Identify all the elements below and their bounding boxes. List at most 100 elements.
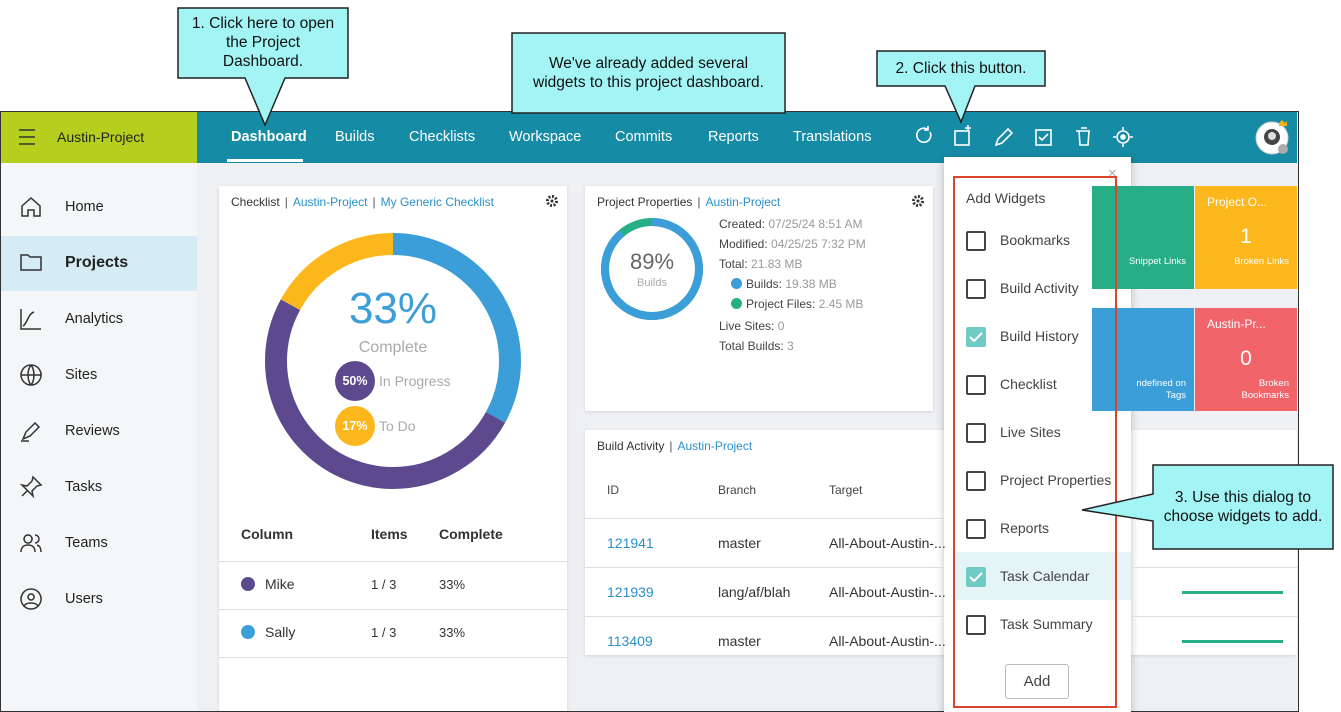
checkbox[interactable]: [966, 519, 986, 539]
widget-option[interactable]: Build History: [1000, 328, 1079, 344]
icon-shape: [21, 421, 41, 442]
check-path: [969, 572, 983, 583]
nav-item[interactable]: Workspace: [509, 129, 582, 145]
sidebar-item[interactable]: Analytics: [65, 311, 124, 327]
edit-icon[interactable]: [994, 127, 1014, 147]
table-header: Complete: [439, 526, 503, 542]
tile-label: Broken Bookmarks: [1241, 378, 1289, 401]
row-name: Mike: [265, 576, 295, 592]
build-id[interactable]: 121941: [607, 535, 654, 551]
checklist-icon[interactable]: [1035, 129, 1052, 146]
row-name: Sally: [265, 624, 296, 640]
nav-item[interactable]: Reports: [708, 129, 759, 145]
property-line: Created: 07/25/24 8:51 AM: [719, 217, 862, 231]
nav-item[interactable]: Commits: [615, 129, 673, 145]
callout-line: Dashboard.: [222, 53, 304, 70]
tile-title: Project O...: [1207, 195, 1268, 209]
callout-3: [876, 50, 1046, 124]
callout-line: 1. Click here to open: [191, 15, 335, 32]
add-widget-icon[interactable]: [954, 125, 971, 146]
checklist-link[interactable]: My Generic Checklist: [380, 195, 495, 209]
nav-item[interactable]: Checklists: [409, 129, 476, 145]
nav-item[interactable]: Dashboard: [231, 129, 307, 145]
gear-hub: [916, 199, 920, 203]
sidebar-active: [1, 236, 197, 291]
table-header: Column: [241, 526, 294, 542]
widget-option[interactable]: Reports: [1000, 520, 1050, 536]
build-cell: All-About-Austin-...: [829, 584, 946, 600]
sidebar-icon: [20, 588, 42, 610]
widget-option[interactable]: Project Properties: [1000, 472, 1112, 488]
checkbox[interactable]: [966, 327, 986, 347]
sidebar-item[interactable]: Reviews: [65, 423, 120, 439]
build-id[interactable]: 113409: [607, 633, 653, 649]
widget-option[interactable]: Build Activity: [1000, 280, 1079, 296]
dialog-outline: [953, 176, 1117, 708]
checkbox[interactable]: [966, 231, 986, 251]
callout-text-2: We've already added several widgets to th…: [512, 54, 785, 92]
widget-option[interactable]: Bookmarks: [1000, 232, 1071, 248]
property-label: Total Builds:: [719, 339, 784, 353]
icon-shape: [21, 196, 41, 217]
icon-shape: [20, 254, 42, 271]
user-avatar[interactable]: [1253, 119, 1293, 157]
build-id[interactable]: 121939: [607, 584, 654, 600]
sidebar-item[interactable]: Projects: [65, 254, 129, 271]
property-label: Project Files:: [746, 297, 816, 311]
row-dot: [241, 625, 255, 639]
sidebar-item[interactable]: Home: [65, 199, 104, 215]
project-link[interactable]: Austin-Project: [677, 439, 753, 453]
card-title: Build Activity: [597, 439, 665, 453]
nav-item[interactable]: Translations: [793, 129, 872, 145]
project-link[interactable]: Austin-Project: [292, 195, 368, 209]
sidebar-icon: [20, 364, 42, 386]
checkbox[interactable]: [966, 423, 986, 443]
sidebar-item[interactable]: Teams: [65, 535, 108, 551]
project-link[interactable]: Austin-Project: [705, 195, 781, 209]
locate-icon[interactable]: [1113, 127, 1133, 147]
row-divider: [585, 616, 944, 617]
widget-option[interactable]: Task Summary: [1000, 616, 1093, 632]
widget-option[interactable]: Live Sites: [1000, 424, 1061, 440]
checkbox[interactable]: [966, 567, 986, 587]
refresh-icon[interactable]: [916, 126, 932, 143]
row-divider: [219, 657, 567, 658]
property-line: Project Files: 2.45 MB: [746, 297, 863, 311]
widget-tile: [1195, 186, 1297, 289]
table-header: Items: [371, 526, 408, 542]
callout-text-3: 2. Click this button.: [877, 59, 1045, 78]
delete-icon[interactable]: [1076, 127, 1090, 146]
checkbox[interactable]: [966, 615, 986, 635]
property-label: Modified:: [719, 237, 768, 251]
sidebar-icon: [21, 421, 41, 442]
widget-option[interactable]: Checklist: [1000, 376, 1057, 392]
row-dot: [241, 577, 255, 591]
property-value: 0: [777, 319, 785, 333]
row-divider: [1131, 567, 1297, 568]
widget-tile: [1195, 308, 1297, 411]
build-activity-header: Build Activity | Austin-Project: [597, 439, 753, 453]
row-items: 1 / 3: [371, 577, 397, 592]
ring-segment: [601, 218, 703, 320]
property-line: Modified: 04/25/25 7:32 PM: [719, 237, 866, 251]
builds-ring: [601, 218, 703, 320]
close-icon[interactable]: ×: [1108, 165, 1117, 182]
widget-option[interactable]: Task Calendar: [1000, 568, 1090, 584]
nav-item[interactable]: Builds: [335, 129, 375, 145]
add-button[interactable]: Add: [1005, 664, 1069, 699]
checkbox[interactable]: [966, 279, 986, 299]
project-name[interactable]: Austin-Project: [57, 129, 145, 145]
gear-hub: [550, 199, 554, 203]
row-complete: 33%: [439, 625, 466, 640]
sidebar-item[interactable]: Users: [65, 591, 103, 607]
sidebar-item[interactable]: Sites: [65, 367, 98, 383]
build-cell: lang/af/blah: [718, 584, 791, 600]
check-path: [969, 332, 983, 343]
check-mark: [969, 332, 983, 343]
row-divider: [585, 518, 944, 519]
property-label: Builds:: [746, 277, 783, 291]
menu-icon[interactable]: [18, 128, 38, 146]
sidebar-item[interactable]: Tasks: [65, 479, 103, 495]
checkbox[interactable]: [966, 471, 986, 491]
checkbox[interactable]: [966, 375, 986, 395]
